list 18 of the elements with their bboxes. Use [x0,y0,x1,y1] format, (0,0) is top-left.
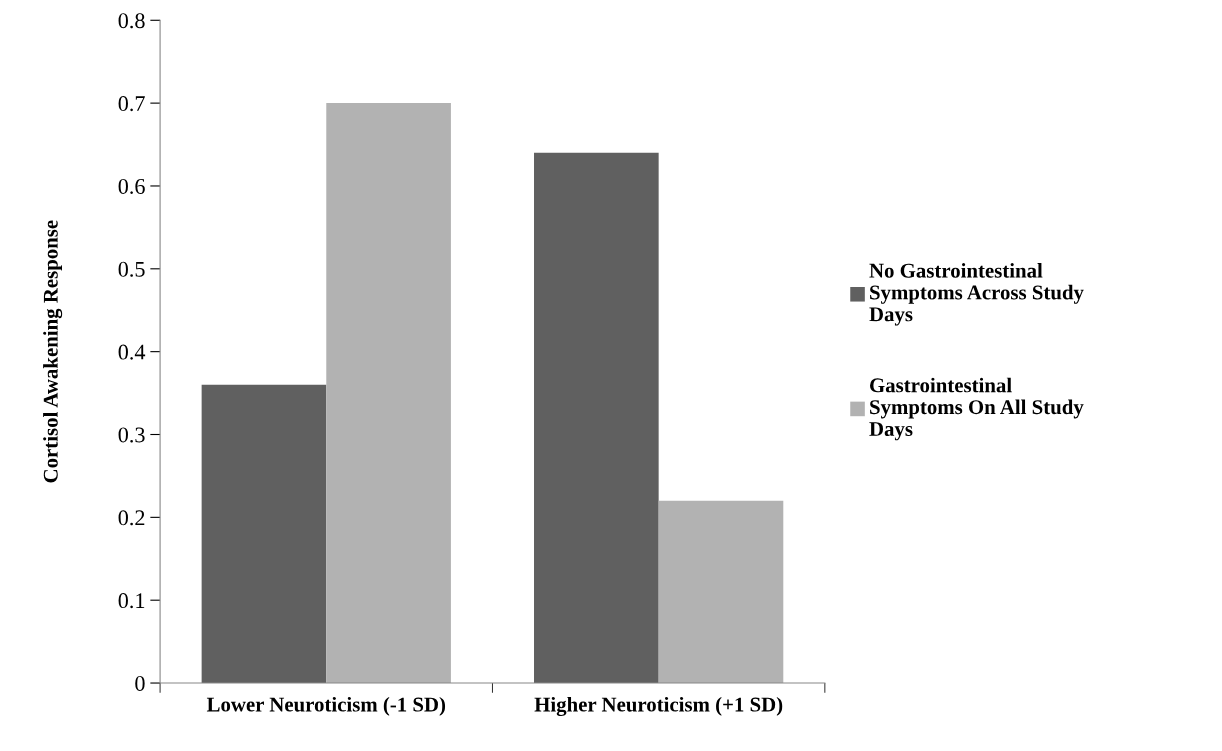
bar [534,152,659,684]
bar [326,103,451,684]
x-tick-label: Higher Neuroticism (+1 SD) [534,696,783,716]
y-tick-label: 0.3 [118,427,145,443]
bar [658,500,784,684]
y-axis-title: Cortisol Awakening Response [43,220,63,483]
y-tick-label: 0.6 [118,178,145,194]
y-tick-label: 0.7 [118,96,145,112]
legend-label: Gastrointestinal Symptoms On All Study Days [869,377,1084,441]
legend-label: No Gastrointestinal Symptoms Across Study Days [869,263,1084,326]
y-tick-label: 0.5 [118,261,145,277]
y-tick-label: 0.1 [118,593,145,609]
x-tick-label: Lower Neuroticism (-1 SD) [206,696,446,716]
y-tick-label: 0.8 [118,13,145,29]
y-tick-label: 0 [135,675,145,691]
bar [201,384,327,684]
y-tick-label: 0.4 [118,344,146,360]
y-tick-label: 0.2 [118,510,145,526]
